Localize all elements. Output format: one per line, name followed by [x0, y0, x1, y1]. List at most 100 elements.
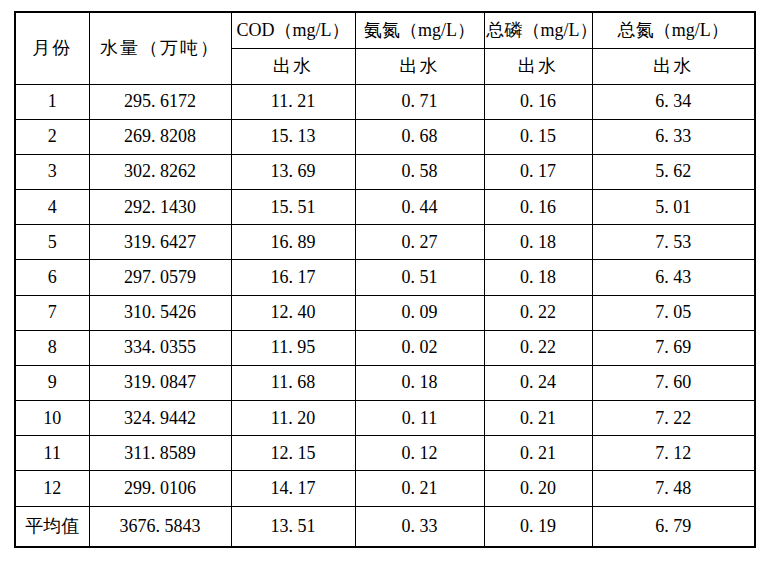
cell-month: 5	[15, 225, 89, 260]
cell-cod: 13. 69	[231, 154, 355, 189]
cell-ammonia-nitrogen: 0. 21	[355, 471, 484, 506]
cell-total-nitrogen: 5. 01	[592, 190, 755, 225]
cell-ammonia-nitrogen: 0. 12	[355, 436, 484, 471]
water-quality-table: 月份 水量（万吨） COD（mg/L） 氨氮（mg/L） 总磷（mg/L） 总氮…	[14, 11, 756, 548]
cell-total-phosphorus: 0. 24	[484, 365, 592, 400]
table-row: 10324. 944211. 200. 110. 217. 22	[15, 401, 755, 436]
table-row: 4292. 143015. 510. 440. 165. 01	[15, 190, 755, 225]
cell-month: 平均值	[15, 506, 89, 547]
cell-total-nitrogen: 7. 22	[592, 401, 755, 436]
cell-water-volume: 292. 1430	[89, 190, 231, 225]
cell-ammonia-nitrogen: 0. 71	[355, 84, 484, 119]
cell-water-volume: 310. 5426	[89, 295, 231, 330]
cell-total-nitrogen: 5. 62	[592, 154, 755, 189]
cell-month: 11	[15, 436, 89, 471]
subheader-ammonia-effluent: 出水	[355, 48, 484, 84]
cell-total-phosphorus: 0. 17	[484, 154, 592, 189]
cell-total-phosphorus: 0. 18	[484, 260, 592, 295]
subheader-cod-effluent: 出水	[231, 48, 355, 84]
cell-total-phosphorus: 0. 19	[484, 506, 592, 547]
document-page: 月份 水量（万吨） COD（mg/L） 氨氮（mg/L） 总磷（mg/L） 总氮…	[0, 0, 772, 562]
cell-water-volume: 319. 0847	[89, 365, 231, 400]
table-header: 月份 水量（万吨） COD（mg/L） 氨氮（mg/L） 总磷（mg/L） 总氮…	[15, 12, 755, 84]
cell-month: 1	[15, 84, 89, 119]
cell-water-volume: 299. 0106	[89, 471, 231, 506]
cell-water-volume: 295. 6172	[89, 84, 231, 119]
cell-total-nitrogen: 7. 69	[592, 330, 755, 365]
cell-water-volume: 3676. 5843	[89, 506, 231, 547]
cell-month: 2	[15, 119, 89, 154]
table-row: 8334. 035511. 950. 020. 227. 69	[15, 330, 755, 365]
cell-month: 8	[15, 330, 89, 365]
cell-cod: 16. 89	[231, 225, 355, 260]
cell-cod: 14. 17	[231, 471, 355, 506]
cell-month: 10	[15, 401, 89, 436]
subheader-nitrogen-effluent: 出水	[592, 48, 755, 84]
cell-total-nitrogen: 6. 34	[592, 84, 755, 119]
cell-water-volume: 319. 6427	[89, 225, 231, 260]
cell-total-phosphorus: 0. 20	[484, 471, 592, 506]
table-row: 1295. 617211. 210. 710. 166. 34	[15, 84, 755, 119]
cell-month: 6	[15, 260, 89, 295]
column-header-total-nitrogen: 总氮（mg/L）	[592, 12, 755, 48]
cell-cod: 13. 51	[231, 506, 355, 547]
cell-month: 7	[15, 295, 89, 330]
cell-total-nitrogen: 6. 33	[592, 119, 755, 154]
cell-water-volume: 269. 8208	[89, 119, 231, 154]
table-row: 7310. 542612. 400. 090. 227. 05	[15, 295, 755, 330]
cell-month: 12	[15, 471, 89, 506]
column-header-water-volume: 水量（万吨）	[89, 12, 231, 84]
cell-water-volume: 334. 0355	[89, 330, 231, 365]
table-row-average: 平均值3676. 584313. 510. 330. 196. 79	[15, 506, 755, 547]
cell-ammonia-nitrogen: 0. 58	[355, 154, 484, 189]
cell-total-nitrogen: 7. 12	[592, 436, 755, 471]
cell-total-phosphorus: 0. 18	[484, 225, 592, 260]
cell-cod: 12. 40	[231, 295, 355, 330]
cell-month: 4	[15, 190, 89, 225]
cell-total-nitrogen: 7. 05	[592, 295, 755, 330]
cell-ammonia-nitrogen: 0. 33	[355, 506, 484, 547]
cell-total-nitrogen: 7. 48	[592, 471, 755, 506]
column-header-cod: COD（mg/L）	[231, 12, 355, 48]
cell-total-nitrogen: 6. 79	[592, 506, 755, 547]
cell-ammonia-nitrogen: 0. 02	[355, 330, 484, 365]
cell-total-phosphorus: 0. 22	[484, 295, 592, 330]
cell-ammonia-nitrogen: 0. 09	[355, 295, 484, 330]
cell-month: 3	[15, 154, 89, 189]
cell-water-volume: 302. 8262	[89, 154, 231, 189]
cell-water-volume: 324. 9442	[89, 401, 231, 436]
column-header-ammonia-nitrogen: 氨氮（mg/L）	[355, 12, 484, 48]
cell-water-volume: 297. 0579	[89, 260, 231, 295]
cell-total-phosphorus: 0. 22	[484, 330, 592, 365]
cell-ammonia-nitrogen: 0. 11	[355, 401, 484, 436]
header-row-top: 月份 水量（万吨） COD（mg/L） 氨氮（mg/L） 总磷（mg/L） 总氮…	[15, 12, 755, 48]
cell-total-phosphorus: 0. 16	[484, 190, 592, 225]
table-body: 1295. 617211. 210. 710. 166. 342269. 820…	[15, 84, 755, 547]
cell-cod: 16. 17	[231, 260, 355, 295]
column-header-month: 月份	[15, 12, 89, 84]
cell-month: 9	[15, 365, 89, 400]
table-row: 3302. 826213. 690. 580. 175. 62	[15, 154, 755, 189]
table-row: 2269. 820815. 130. 680. 156. 33	[15, 119, 755, 154]
table-row: 12299. 010614. 170. 210. 207. 48	[15, 471, 755, 506]
cell-cod: 15. 13	[231, 119, 355, 154]
table-row: 5319. 642716. 890. 270. 187. 53	[15, 225, 755, 260]
cell-cod: 15. 51	[231, 190, 355, 225]
cell-cod: 11. 20	[231, 401, 355, 436]
cell-total-nitrogen: 7. 60	[592, 365, 755, 400]
cell-total-phosphorus: 0. 21	[484, 401, 592, 436]
table-row: 6297. 057916. 170. 510. 186. 43	[15, 260, 755, 295]
cell-ammonia-nitrogen: 0. 18	[355, 365, 484, 400]
cell-ammonia-nitrogen: 0. 51	[355, 260, 484, 295]
cell-total-phosphorus: 0. 16	[484, 84, 592, 119]
cell-water-volume: 311. 8589	[89, 436, 231, 471]
table-row: 11311. 858912. 150. 120. 217. 12	[15, 436, 755, 471]
cell-cod: 12. 15	[231, 436, 355, 471]
cell-cod: 11. 21	[231, 84, 355, 119]
cell-total-nitrogen: 6. 43	[592, 260, 755, 295]
cell-cod: 11. 95	[231, 330, 355, 365]
column-header-total-phosphorus: 总磷（mg/L）	[484, 12, 592, 48]
cell-total-nitrogen: 7. 53	[592, 225, 755, 260]
cell-ammonia-nitrogen: 0. 68	[355, 119, 484, 154]
subheader-phosphorus-effluent: 出水	[484, 48, 592, 84]
